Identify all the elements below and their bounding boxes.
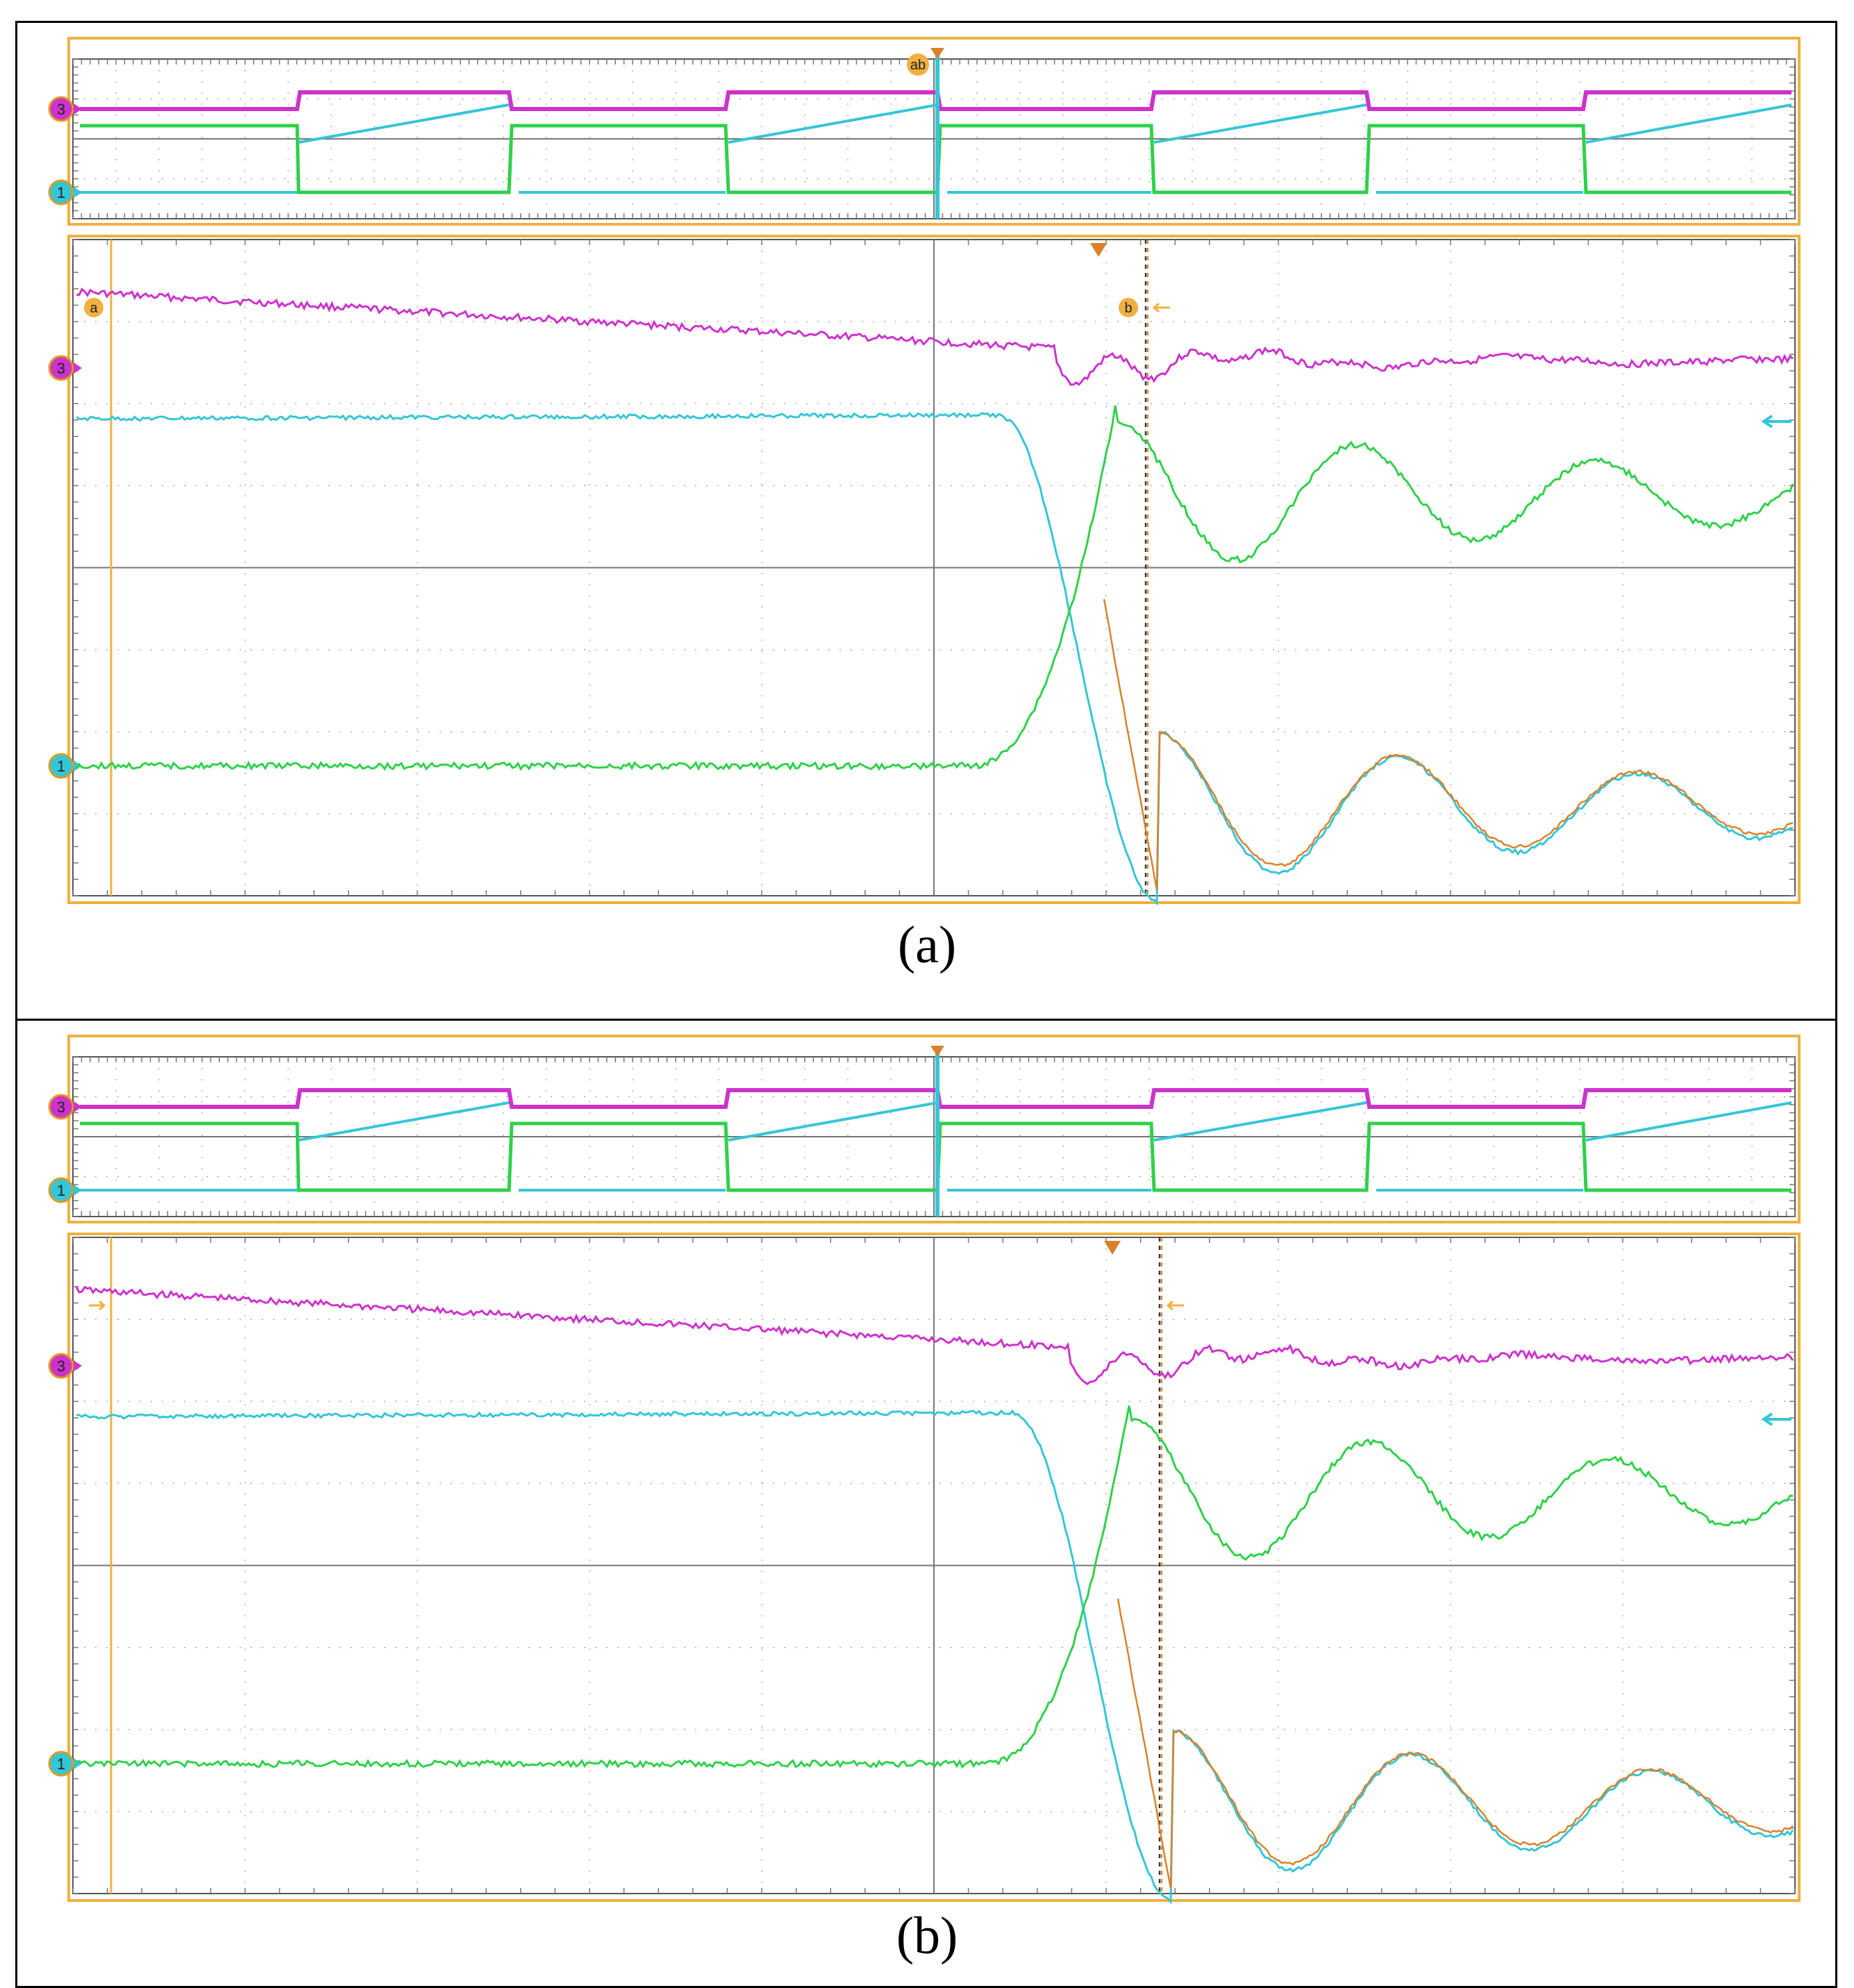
panel-a-frame <box>15 21 1837 1021</box>
overview-ch1-ramp <box>1153 103 1367 144</box>
zoom-ch3-marker-arrow <box>74 1360 82 1371</box>
scope-group-1: 3 1 3 1 <box>48 1035 1801 1905</box>
cursor-b-arrow <box>1166 1300 1184 1311</box>
cursor-b-arrow <box>1152 302 1170 313</box>
overview-ch1-marker-arrow <box>74 187 82 198</box>
overview-cursor-badge <box>907 53 929 76</box>
zoom-ch2-trace <box>75 406 1794 771</box>
overview-ch3-marker-label: 3 <box>57 1099 65 1116</box>
zoom-frame <box>67 1233 1801 1902</box>
overview-ch1-ramp <box>1585 103 1792 144</box>
zoom-ch1-trace <box>76 1409 1794 1905</box>
cursor-a-arrow <box>89 1300 106 1311</box>
overview-ch1-ramp <box>298 103 510 144</box>
zoom-frame <box>67 235 1801 904</box>
overview-ch1-marker <box>48 179 74 206</box>
overview-trigger <box>930 48 944 59</box>
caption-b: (b) <box>896 1907 958 1965</box>
zoom-ch2-trace <box>76 1405 1794 1769</box>
zoom-ch1-marker-label: 1 <box>57 1755 65 1773</box>
zoom-math-trace <box>1117 1598 1794 1889</box>
zoom-ch1-marker <box>48 753 74 779</box>
overview-ch3-marker-arrow <box>74 1101 82 1112</box>
zoom-ch3-marker-label: 3 <box>57 360 65 377</box>
overview-ch1-marker-label: 1 <box>57 1182 65 1199</box>
overview-frame <box>67 1035 1801 1223</box>
overview-ch3-marker <box>48 1094 74 1120</box>
overview-ch3-marker <box>48 96 74 122</box>
zoom-trigger-marker <box>1104 1241 1121 1255</box>
zoom-ch1-marker-arrow <box>74 1758 82 1769</box>
zoom-ch3-trace <box>75 1285 1794 1385</box>
zoom-math-trace <box>1103 599 1794 890</box>
overview-trigger <box>930 1046 944 1057</box>
zoom-ch1-marker-label: 1 <box>57 758 65 775</box>
cursor-b-badge <box>1119 298 1138 317</box>
overview-cursor-label: ab <box>910 58 926 73</box>
overview-ch1-marker <box>48 1177 74 1203</box>
overview-ch1-marker-label: 1 <box>57 184 65 201</box>
cursor-a-label: a <box>90 301 98 316</box>
zoom-ch3-trace <box>76 287 1794 386</box>
zoom-ch3-marker-arrow <box>74 362 82 374</box>
ch1-offset-arrow <box>1761 1412 1792 1426</box>
panel-b-frame <box>15 1019 1837 1988</box>
overview-ch1-marker-arrow <box>74 1185 82 1196</box>
zoom-ch1-trace <box>76 412 1794 906</box>
zoom-ch3-marker <box>48 355 74 381</box>
overview-ch1-ramp <box>1585 1101 1792 1142</box>
overview-ch1-ramp <box>1153 1101 1367 1142</box>
zoom-ch1-marker <box>48 1751 74 1777</box>
overview-ch1-ramp <box>728 1101 938 1142</box>
caption-a: (a) <box>897 916 957 974</box>
zoom-trigger-marker <box>1090 243 1107 257</box>
overview-ch3-marker-label: 3 <box>57 101 65 118</box>
ch1-offset-arrow <box>1761 415 1792 428</box>
cursor-a-badge <box>84 298 103 317</box>
overview-ch1-ramp <box>728 103 938 144</box>
zoom-ch3-marker <box>48 1353 74 1379</box>
overview-ch1-ramp <box>298 1101 510 1142</box>
cursor-b-label: b <box>1124 301 1132 316</box>
zoom-ch3-marker-label: 3 <box>57 1358 65 1375</box>
overview-ch3-marker-arrow <box>74 103 82 115</box>
overview-frame <box>67 37 1801 226</box>
